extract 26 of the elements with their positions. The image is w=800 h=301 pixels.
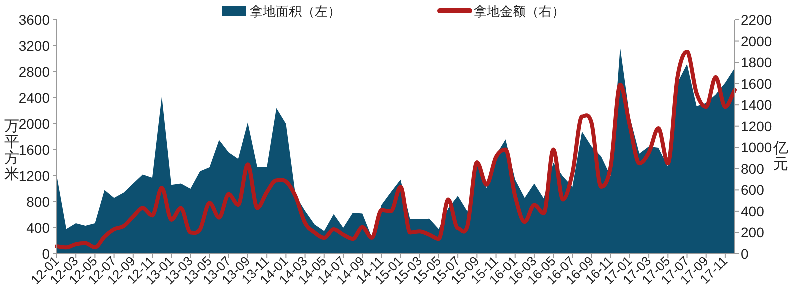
y-tick-label: 2800 xyxy=(18,64,50,80)
y-axis-title: 万平方米 xyxy=(4,118,20,183)
y-tick-label: 800 xyxy=(26,194,50,210)
y2-tick-label: 400 xyxy=(741,203,765,220)
y-tick-label: 0 xyxy=(42,246,50,262)
y-tick-label: 2000 xyxy=(18,116,50,132)
y-tick-label: 2400 xyxy=(18,90,50,106)
y2-tick-label: 1800 xyxy=(741,54,772,71)
y2-tick-label: 200 xyxy=(741,224,765,241)
y-tick-label: 3600 xyxy=(18,12,50,28)
y2-tick-label: 1200 xyxy=(741,118,772,134)
y2-tick-label: 2000 xyxy=(741,33,772,50)
y2-tick-label: 600 xyxy=(741,182,765,198)
y-tick-label: 3200 xyxy=(18,38,50,54)
y2-tick-label: 800 xyxy=(741,160,765,177)
y-tick-label: 1200 xyxy=(18,168,50,184)
y-tick-label: 400 xyxy=(26,220,50,236)
legend-label: 拿地面积（左） xyxy=(250,4,341,19)
y2-tick-label: 1400 xyxy=(741,97,772,114)
y2-tick-label: 0 xyxy=(741,246,749,262)
y2-axis-title: 亿元 xyxy=(772,140,788,173)
y2-tick-label: 1600 xyxy=(741,76,772,92)
y2-tick-label: 1000 xyxy=(741,140,772,156)
y2-tick-label: 2200 xyxy=(741,12,772,28)
legend-label: 拿地金额（右） xyxy=(474,4,565,19)
y-tick-label: 1600 xyxy=(18,142,50,158)
